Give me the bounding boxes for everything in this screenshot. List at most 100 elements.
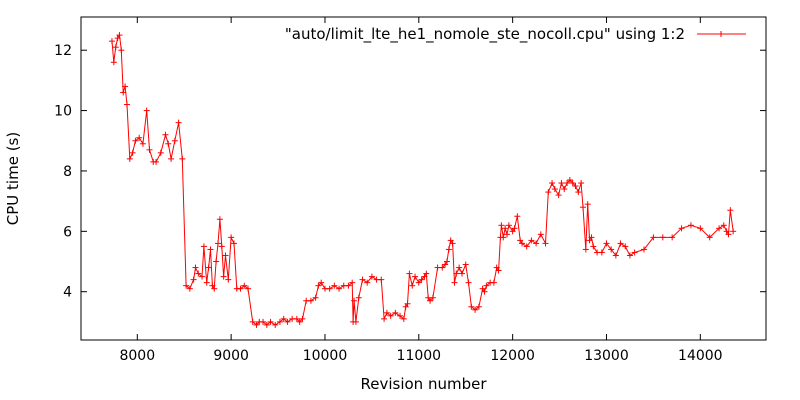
data-point: [458, 270, 465, 277]
data-point: [400, 315, 407, 322]
data-point: [129, 149, 136, 156]
data-point: [659, 234, 666, 241]
x-tick-label: 9000: [213, 348, 249, 364]
data-point: [517, 237, 524, 244]
data-point: [296, 318, 303, 325]
data-point: [307, 297, 314, 304]
data-point: [216, 216, 223, 223]
data-point: [211, 285, 218, 292]
data-point: [165, 140, 172, 147]
data-point: [442, 261, 449, 268]
data-point: [114, 35, 121, 42]
data-point: [551, 186, 558, 193]
data-point: [555, 192, 562, 199]
data-point: [190, 276, 197, 283]
y-tick-label: 4: [63, 285, 72, 301]
data-point: [220, 273, 227, 280]
data-point: [404, 300, 411, 307]
data-point: [429, 294, 436, 301]
data-point: [179, 155, 186, 162]
x-axis-title: Revision number: [361, 375, 488, 393]
data-point: [588, 234, 595, 241]
data-point: [143, 107, 150, 114]
data-point: [381, 315, 388, 322]
x-tick-label: 12000: [490, 348, 535, 364]
data-point: [558, 180, 565, 187]
data-point: [378, 276, 385, 283]
data-point: [345, 282, 352, 289]
data-point: [249, 318, 256, 325]
data-point: [153, 158, 160, 165]
data-point: [186, 285, 193, 292]
legend: "auto/limit_lte_he1_nomole_ste_nocoll.cp…: [285, 25, 746, 44]
x-tick-label: 11000: [397, 348, 442, 364]
plot-frame: [80, 16, 767, 341]
data-point: [504, 231, 511, 238]
data-point: [598, 249, 605, 256]
data-point: [582, 246, 589, 253]
data-point: [505, 222, 512, 229]
data-point: [318, 279, 325, 286]
data-point: [200, 243, 207, 250]
tick-marks: [81, 17, 766, 340]
data-point: [253, 321, 260, 328]
data-point: [542, 240, 549, 247]
data-point: [132, 137, 139, 144]
data-point: [584, 201, 591, 208]
data-point: [443, 258, 450, 265]
data-point: [218, 243, 225, 250]
data-point: [514, 213, 521, 220]
legend-marker: [718, 31, 724, 37]
data-point: [626, 252, 633, 259]
data-point: [199, 273, 206, 280]
series-group: [108, 32, 737, 328]
x-tick-label: 8000: [119, 348, 155, 364]
data-point: [222, 252, 229, 259]
data-point: [136, 134, 143, 141]
data-point: [490, 279, 497, 286]
data-point: [168, 155, 175, 162]
data-point: [468, 303, 475, 310]
x-tick-label: 10000: [303, 348, 348, 364]
data-point: [406, 270, 413, 277]
data-point: [312, 294, 319, 301]
data-point: [481, 288, 488, 295]
data-point: [678, 225, 685, 232]
data-point: [402, 303, 409, 310]
data-point: [195, 270, 202, 277]
data-point: [479, 285, 486, 292]
data-point: [569, 180, 576, 187]
data-point: [245, 285, 252, 292]
data-point: [472, 306, 479, 313]
data-point: [561, 186, 568, 193]
data-point: [146, 146, 153, 153]
data-point: [462, 261, 469, 268]
data-point: [498, 222, 505, 229]
data-point: [205, 264, 212, 271]
data-point: [118, 47, 125, 54]
data-point: [631, 249, 638, 256]
data-point: [284, 318, 291, 325]
data-point: [280, 315, 287, 322]
data-point: [509, 228, 516, 235]
data-point: [725, 231, 732, 238]
y-tick-label: 12: [54, 43, 72, 59]
data-point: [139, 140, 146, 147]
data-point: [449, 240, 456, 247]
data-point: [603, 240, 610, 247]
data-point: [608, 246, 615, 253]
legend-label: "auto/limit_lte_he1_nomole_ste_nocoll.cp…: [285, 25, 685, 44]
data-point: [669, 234, 676, 241]
data-point: [209, 282, 216, 289]
data-point: [387, 312, 394, 319]
data-point: [439, 264, 446, 271]
data-point: [409, 282, 416, 289]
data-point: [225, 276, 232, 283]
data-point: [110, 59, 117, 66]
data-point: [237, 285, 244, 292]
data-point: [397, 312, 404, 319]
data-point: [511, 225, 518, 232]
data-point: [500, 234, 507, 241]
y-tick-label: 8: [63, 164, 72, 180]
